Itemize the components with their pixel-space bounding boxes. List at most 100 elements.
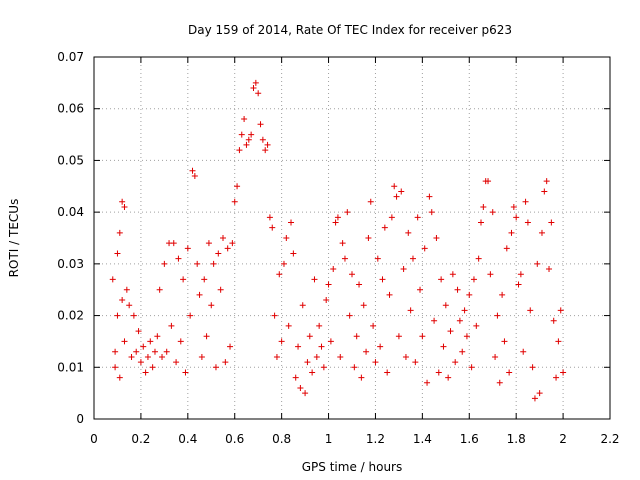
- data-point: [447, 328, 454, 335]
- data-point: [409, 255, 416, 262]
- x-tick-label: 0.6: [225, 432, 244, 446]
- data-point: [426, 193, 433, 200]
- data-point: [553, 374, 560, 381]
- x-tick-label: 1: [325, 432, 333, 446]
- data-point: [452, 359, 459, 366]
- data-point: [372, 359, 379, 366]
- data-point: [170, 240, 177, 247]
- data-point: [534, 260, 541, 267]
- data-point: [463, 333, 470, 340]
- data-point: [374, 255, 381, 262]
- data-point: [156, 286, 163, 293]
- data-point: [313, 353, 320, 360]
- data-point: [128, 353, 135, 360]
- data-point: [501, 338, 508, 345]
- data-point: [123, 286, 130, 293]
- data-point: [442, 302, 449, 309]
- axis-ticks: 0 0.2 0.4 0.6 0.8 1 1.2 1.4 1.6 1.8 2 2.2 0 0.01 0.02 0…: [57, 50, 619, 446]
- data-point: [236, 147, 243, 154]
- data-point: [325, 281, 332, 288]
- data-point: [459, 348, 466, 355]
- data-point: [203, 333, 210, 340]
- data-point: [273, 353, 280, 360]
- y-tick-label: 0.02: [57, 309, 84, 323]
- data-point: [417, 286, 424, 293]
- y-tick-label: 0: [76, 412, 84, 426]
- data-point: [255, 90, 262, 97]
- data-point: [506, 369, 513, 376]
- data-point: [421, 245, 428, 252]
- data-point: [473, 322, 480, 329]
- data-point: [299, 302, 306, 309]
- data-point: [238, 131, 245, 138]
- data-point: [522, 198, 529, 205]
- data-point: [198, 353, 205, 360]
- data-point: [201, 276, 208, 283]
- data-point: [142, 369, 149, 376]
- data-point: [130, 312, 137, 319]
- data-point: [492, 353, 499, 360]
- data-markers: [109, 79, 567, 402]
- data-point: [468, 364, 475, 371]
- data-point: [508, 229, 515, 236]
- data-point: [304, 359, 311, 366]
- data-point: [316, 322, 323, 329]
- data-point: [309, 369, 316, 376]
- data-point: [147, 338, 154, 345]
- data-point: [550, 317, 557, 324]
- data-point: [548, 219, 555, 226]
- x-tick-label: 2: [559, 432, 567, 446]
- data-point: [222, 359, 229, 366]
- y-tick-label: 0.03: [57, 257, 84, 271]
- data-point: [487, 271, 494, 278]
- data-point: [494, 312, 501, 319]
- data-point: [135, 328, 142, 335]
- data-point: [435, 369, 442, 376]
- data-point: [538, 229, 545, 236]
- data-point: [259, 136, 266, 143]
- y-tick-label: 0.04: [57, 205, 84, 219]
- data-point: [365, 235, 372, 241]
- data-point: [395, 333, 402, 340]
- data-point: [215, 250, 222, 257]
- data-point: [414, 214, 421, 221]
- data-point: [445, 374, 452, 381]
- data-point: [257, 121, 264, 128]
- data-point: [194, 260, 201, 267]
- data-point: [320, 364, 327, 371]
- data-point: [262, 147, 269, 154]
- data-point: [527, 307, 534, 314]
- data-point: [154, 333, 161, 340]
- data-point: [466, 291, 473, 298]
- data-point: [271, 312, 278, 319]
- data-point: [121, 338, 128, 345]
- data-point: [480, 203, 487, 210]
- data-point: [402, 353, 409, 360]
- data-point: [391, 183, 398, 190]
- data-point: [224, 245, 231, 252]
- data-point: [278, 338, 285, 345]
- data-point: [163, 348, 170, 355]
- data-point: [557, 307, 564, 314]
- data-point: [529, 364, 536, 371]
- data-point: [438, 276, 445, 283]
- data-point: [208, 302, 215, 309]
- data-point: [337, 353, 344, 360]
- data-point: [285, 322, 292, 329]
- data-point: [168, 322, 175, 329]
- data-point: [346, 312, 353, 319]
- data-point: [276, 271, 283, 278]
- data-point: [288, 219, 295, 226]
- data-point: [515, 281, 522, 288]
- data-point: [405, 229, 412, 236]
- data-point: [245, 136, 252, 143]
- data-point: [407, 307, 414, 314]
- data-point: [485, 178, 492, 185]
- data-point: [419, 333, 426, 340]
- data-point: [384, 369, 391, 376]
- data-point: [140, 343, 147, 350]
- data-point: [541, 188, 548, 195]
- x-tick-label: 1.8: [507, 432, 526, 446]
- data-point: [536, 390, 543, 397]
- data-point: [388, 214, 395, 221]
